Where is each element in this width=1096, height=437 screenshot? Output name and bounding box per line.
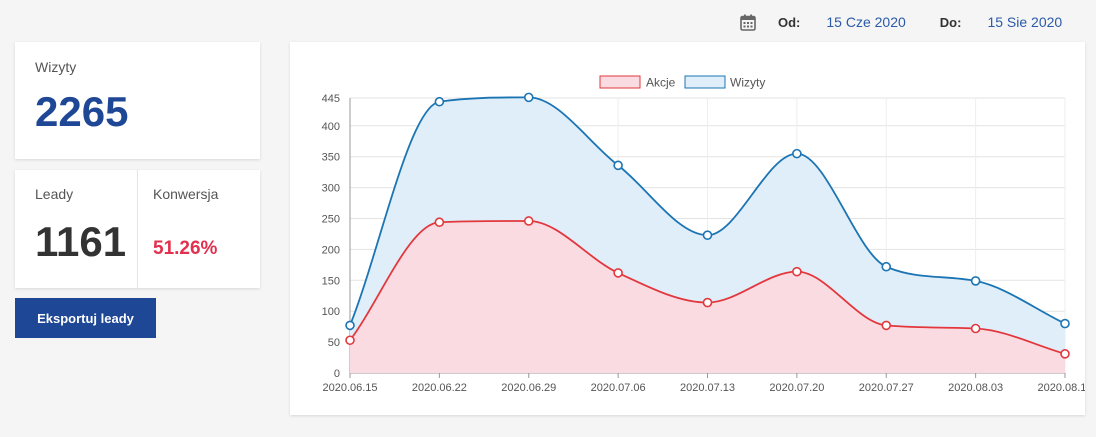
date-to-label: Do: bbox=[939, 14, 962, 30]
y-tick-label: 445 bbox=[322, 93, 340, 105]
legend-swatch-akcje bbox=[599, 75, 641, 89]
x-tick-label: 2020.06.22 bbox=[412, 382, 467, 394]
y-tick-label: 400 bbox=[322, 121, 340, 133]
data-point-wizyty bbox=[434, 96, 445, 107]
data-point-wizyty bbox=[523, 92, 534, 103]
conversion-value: 51.26% bbox=[153, 238, 218, 259]
data-point-akcje bbox=[792, 266, 802, 277]
x-tick-label: 2020.08.03 bbox=[948, 382, 1003, 394]
data-point-akcje bbox=[970, 323, 981, 334]
x-tick-label: 2020.07.06 bbox=[591, 382, 646, 394]
legend-label-wizyty: Wizyty bbox=[730, 76, 765, 90]
y-tick-label: 300 bbox=[322, 183, 340, 195]
leads-value: 1161 bbox=[35, 218, 127, 265]
visits-title: Wizyty bbox=[35, 59, 77, 75]
export-leads-button[interactable]: Eksportuj leady bbox=[15, 298, 156, 338]
x-tick-label: 2020.07.27 bbox=[859, 382, 914, 394]
y-tick-label: 350 bbox=[322, 152, 340, 164]
x-tick-label: 2020.07.20 bbox=[769, 382, 824, 394]
data-point-akcje bbox=[345, 335, 355, 346]
date-from-value[interactable]: 15 Cze 2020 bbox=[826, 14, 906, 30]
chart-card: 0 50 100 150 200 250 300 350 400 445 2020.06.15 202… bbox=[290, 42, 1085, 415]
data-point-wizyty bbox=[702, 230, 713, 240]
data-point-akcje bbox=[523, 216, 534, 226]
legend-swatch-wizyty bbox=[684, 75, 726, 89]
x-tick-label: 2020.07.13 bbox=[680, 382, 735, 394]
series-area-akcje bbox=[350, 220, 1065, 373]
y-tick-label: 250 bbox=[322, 214, 340, 226]
data-point-wizyty bbox=[1060, 318, 1070, 329]
y-tick-label: 100 bbox=[322, 306, 340, 318]
data-point-akcje bbox=[613, 268, 623, 278]
y-tick-label: 200 bbox=[322, 244, 340, 256]
y-tick-label: 0 bbox=[334, 368, 340, 380]
card-divider bbox=[137, 170, 138, 288]
chart: 0 50 100 150 200 250 300 350 400 445 2020.06.15 202… bbox=[322, 75, 1085, 394]
date-from-label: Od: bbox=[778, 14, 801, 30]
visits-value: 2265 bbox=[35, 88, 129, 135]
x-tick-label: 2020.06.15 bbox=[322, 382, 377, 394]
data-point-akcje bbox=[881, 320, 892, 331]
data-point-akcje bbox=[434, 217, 445, 228]
data-point-wizyty bbox=[345, 320, 355, 331]
data-point-akcje bbox=[1060, 349, 1070, 359]
visits-card: Wizyty 2265 bbox=[15, 42, 260, 159]
calendar-icon[interactable] bbox=[740, 14, 756, 31]
data-point-akcje bbox=[702, 297, 713, 308]
y-tick-label: 50 bbox=[328, 337, 340, 349]
conversion-title: Konwersja bbox=[153, 186, 219, 202]
date-to-value[interactable]: 15 Sie 2020 bbox=[987, 14, 1063, 30]
x-tick-label: 2020.06.29 bbox=[501, 382, 556, 394]
data-point-wizyty bbox=[613, 160, 623, 171]
x-tick-label: 2020.08.10 bbox=[1037, 382, 1085, 394]
y-tick-label: 150 bbox=[322, 275, 340, 287]
data-point-wizyty bbox=[970, 276, 981, 286]
data-point-wizyty bbox=[881, 261, 892, 272]
date-range: Od: 15 Cze 2020 Do: 15 Sie 2020 bbox=[740, 12, 1062, 32]
leads-card: Leady 1161 Konwersja 51.26% bbox=[15, 170, 260, 288]
data-point-wizyty bbox=[792, 148, 802, 159]
legend-label-akcje: Akcje bbox=[646, 76, 676, 90]
leads-title: Leady bbox=[35, 186, 74, 202]
